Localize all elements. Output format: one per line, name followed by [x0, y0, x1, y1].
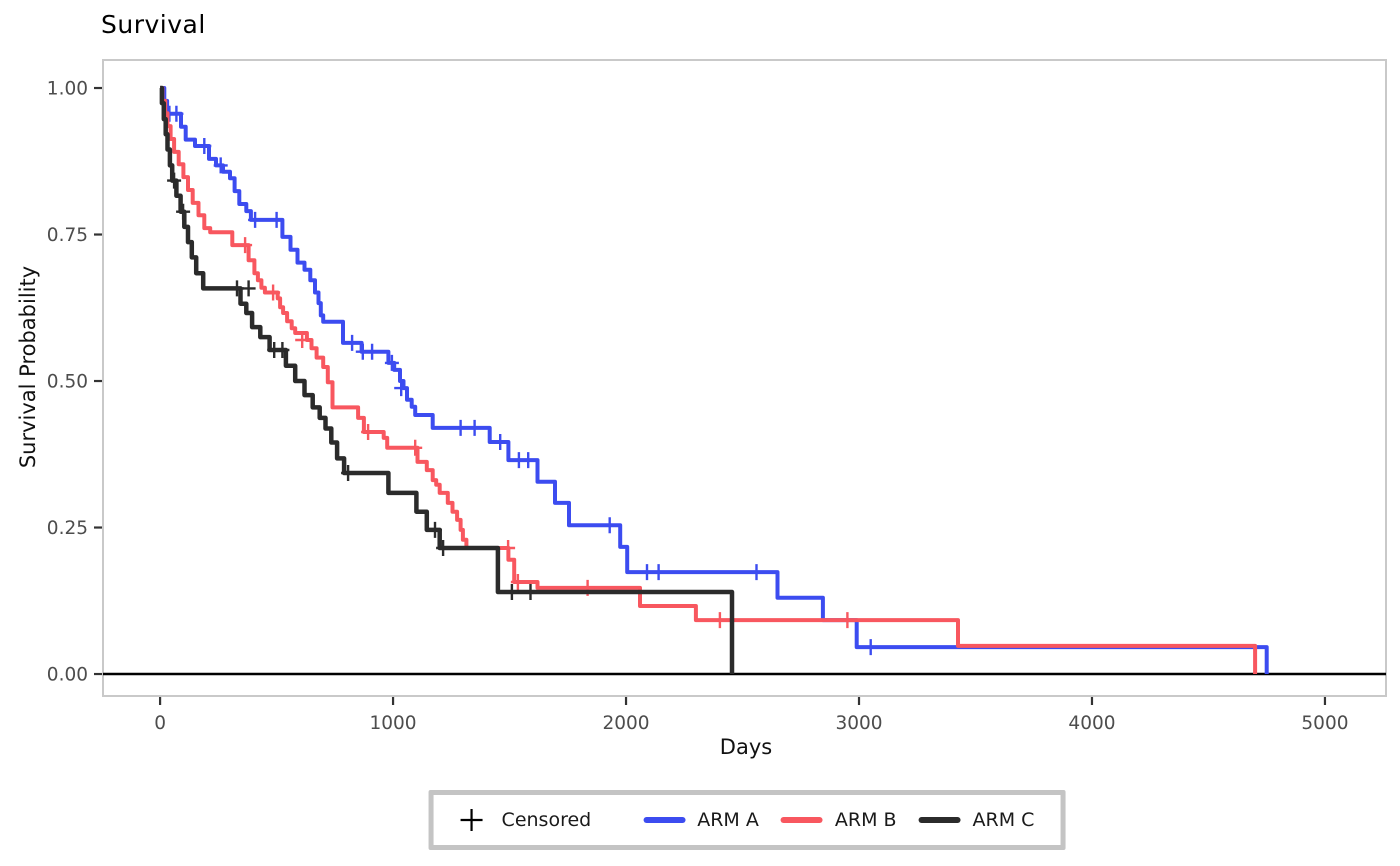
km-curve-arm-c — [159, 85, 735, 674]
x-axis-ticks: 0 1000 2000 3000 4000 5000 — [154, 697, 1349, 734]
x-tick-label: 2000 — [602, 713, 649, 734]
km-curve-arm-b — [160, 86, 1258, 674]
censor-marks-arm-a — [162, 105, 878, 656]
arm-c-line-swatch — [918, 817, 961, 823]
legend-item-arm-c: ARM C — [918, 809, 1035, 831]
censor-plus-mark — [712, 612, 727, 629]
legend-arm-b-label: ARM B — [834, 809, 897, 831]
x-tick-label: 5000 — [1301, 713, 1348, 734]
y-tick-label: 0.50 — [47, 372, 88, 393]
censor-plus-mark — [269, 211, 284, 228]
censor-plus-mark — [213, 157, 228, 174]
arm-b-line-swatch — [780, 817, 823, 823]
censor-plus-mark — [467, 419, 482, 436]
legend-censored-label: Censored — [501, 809, 592, 831]
censor-plus-mark — [436, 540, 451, 556]
censor-plus-mark — [266, 284, 281, 301]
censor-plus-mark — [361, 424, 376, 440]
y-axis-title: Survival Probability — [16, 265, 40, 469]
plot-panel — [102, 59, 1387, 697]
censor-plus-mark — [238, 237, 253, 254]
censor-plus-mark — [384, 354, 399, 371]
censor-plus-mark — [275, 342, 290, 358]
censor-plus-mark — [341, 465, 356, 481]
censor-plus-mark — [510, 574, 525, 590]
arm-a-line-swatch — [643, 817, 686, 823]
censor-plus-mark — [493, 434, 508, 450]
km-plot-canvas: 0 1000 2000 3000 4000 5000 0.00 0.25 0.50 0.75 1.0… — [47, 59, 1387, 734]
x-tick-label: 0 — [154, 713, 166, 734]
censor-plus-mark — [504, 584, 519, 600]
survival-step-line — [159, 85, 735, 674]
censor-plus-mark — [749, 564, 764, 581]
censor-plus-mark — [408, 439, 423, 456]
censor-plus-mark — [394, 380, 409, 397]
censor-plus-mark — [167, 172, 182, 189]
y-tick-label: 0.00 — [47, 665, 88, 686]
censor-plus-mark — [248, 211, 263, 228]
legend-box: Censored ARM A ARM B ARM C — [428, 790, 1066, 850]
legend-arm-a-label: ARM A — [697, 809, 759, 831]
x-tick-label: 1000 — [370, 713, 417, 734]
legend-item-arm-a: ARM A — [643, 809, 759, 831]
x-axis-title: Days — [719, 735, 773, 759]
censor-plus-mark — [602, 517, 617, 534]
censor-plus-mark — [428, 521, 442, 538]
censor-plus-mark — [840, 612, 855, 629]
censor-plus-mark — [365, 343, 380, 360]
km-curve-arm-a — [160, 86, 1269, 674]
censor-plus-mark — [453, 419, 468, 436]
y-axis-ticks: 0.00 0.25 0.50 0.75 1.00 — [47, 79, 102, 686]
censor-plus-mark — [241, 280, 256, 297]
censored-plus-icon — [460, 809, 483, 831]
censor-plus-mark — [501, 540, 516, 556]
censor-marks-arm-b — [238, 237, 855, 629]
chart-title: Survival — [101, 10, 206, 39]
censor-plus-mark — [176, 203, 191, 220]
x-tick-label: 3000 — [835, 713, 882, 734]
censor-plus-mark — [521, 452, 536, 469]
censor-plus-mark — [523, 584, 538, 600]
censor-marks-arm-c — [167, 172, 538, 600]
x-tick-label: 4000 — [1068, 713, 1115, 734]
censor-plus-mark — [345, 334, 360, 351]
censor-plus-mark — [651, 564, 666, 581]
censor-plus-mark — [169, 105, 184, 122]
y-tick-label: 1.00 — [47, 79, 88, 100]
censor-plus-mark — [295, 332, 310, 348]
survival-step-line — [160, 86, 1258, 674]
censor-plus-mark — [197, 138, 212, 154]
legend-arm-c-label: ARM C — [972, 809, 1035, 831]
legend-item-arm-b: ARM B — [780, 809, 897, 831]
censor-plus-mark — [863, 639, 878, 656]
y-tick-label: 0.75 — [47, 225, 88, 246]
y-tick-label: 0.25 — [47, 518, 88, 539]
legend-item-censored: Censored — [458, 806, 592, 834]
